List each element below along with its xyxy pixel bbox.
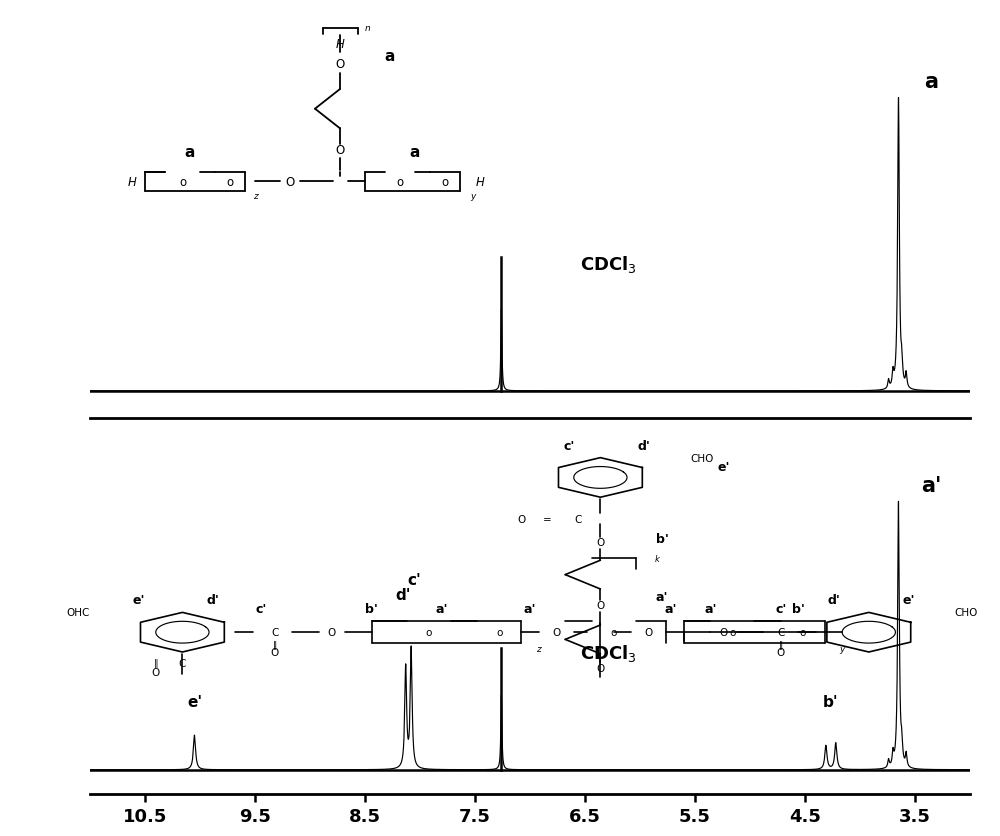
Text: o: o [426, 628, 432, 637]
Text: OHC: OHC [67, 608, 90, 618]
Text: C: C [575, 514, 582, 524]
Text: d': d' [396, 588, 411, 602]
Text: d': d' [827, 594, 840, 607]
Text: O: O [271, 647, 279, 657]
Text: O: O [335, 58, 345, 71]
Text: e': e' [132, 594, 145, 607]
Text: e': e' [902, 594, 915, 607]
Text: c': c' [408, 572, 421, 587]
Text: O: O [285, 176, 295, 189]
Text: e': e' [717, 461, 730, 473]
Text: a: a [385, 49, 395, 64]
Text: o: o [226, 176, 234, 189]
Text: =: = [543, 514, 552, 524]
Text: O: O [335, 145, 345, 157]
Text: b': b' [656, 533, 668, 545]
Text: ‖: ‖ [154, 659, 158, 667]
Text: O: O [777, 647, 785, 657]
Text: n: n [365, 23, 370, 33]
Text: H: H [476, 176, 484, 189]
Text: H: H [128, 176, 137, 189]
Text: O: O [552, 628, 561, 637]
Text: e': e' [187, 694, 202, 709]
Text: CHO: CHO [690, 453, 713, 463]
Text: a': a' [704, 603, 717, 615]
Text: d': d' [638, 439, 651, 452]
Text: z: z [253, 191, 257, 201]
Text: o: o [800, 628, 806, 637]
Text: O: O [596, 600, 605, 610]
Text: z: z [536, 644, 541, 653]
Text: o: o [496, 628, 502, 637]
Text: c': c' [775, 603, 786, 615]
Text: a': a' [436, 603, 448, 615]
Text: o: o [610, 628, 617, 637]
Text: b': b' [822, 694, 838, 709]
Text: O: O [517, 514, 525, 524]
Text: o: o [729, 628, 736, 637]
Text: ‖: ‖ [779, 640, 783, 650]
Text: a: a [185, 145, 195, 161]
Text: O: O [328, 628, 336, 637]
Text: O: O [596, 664, 605, 673]
Text: CHO: CHO [954, 608, 977, 618]
Text: O: O [596, 538, 605, 548]
Text: O: O [645, 628, 653, 637]
Text: H: H [336, 38, 344, 51]
Text: a: a [924, 72, 938, 92]
Text: a': a' [665, 603, 677, 615]
Text: y: y [470, 191, 475, 201]
Text: y: y [840, 644, 845, 653]
Text: C: C [179, 658, 186, 668]
Text: CDCl$_3$: CDCl$_3$ [580, 642, 636, 663]
Text: a': a' [524, 603, 536, 615]
Text: b': b' [365, 603, 378, 615]
Text: C: C [271, 628, 278, 637]
Text: O: O [719, 628, 728, 637]
Text: b': b' [792, 603, 805, 615]
Text: d': d' [207, 594, 220, 607]
Text: c': c' [564, 439, 575, 452]
Text: o: o [179, 176, 186, 189]
Text: a': a' [656, 590, 668, 603]
Text: CDCl$_3$: CDCl$_3$ [580, 254, 636, 275]
Text: k: k [655, 554, 660, 563]
Text: o: o [396, 176, 404, 189]
Text: ‖: ‖ [273, 640, 277, 650]
Text: a': a' [921, 476, 942, 496]
Text: a: a [410, 145, 420, 161]
Text: O: O [152, 667, 160, 677]
Text: o: o [441, 176, 449, 189]
Text: c': c' [256, 603, 267, 615]
Text: C: C [777, 628, 784, 637]
